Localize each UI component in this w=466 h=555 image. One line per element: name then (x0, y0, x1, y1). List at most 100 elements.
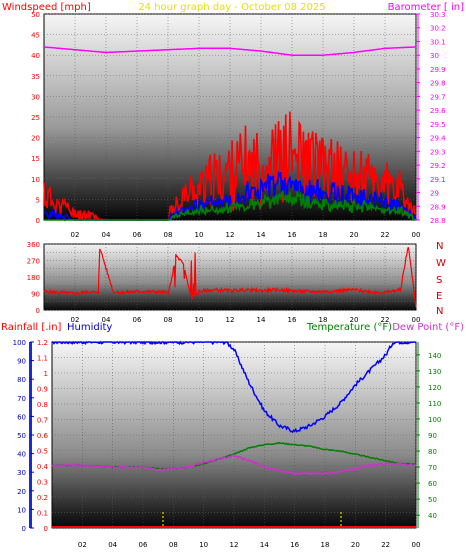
temp-y-tick-label: 70 (428, 464, 437, 472)
temp-x-tick-label: 06 (139, 541, 148, 549)
hum-y-tick-label: 30 (17, 469, 26, 477)
baro-y-tick-label: 29.5 (430, 121, 446, 129)
wind-x-tick-label: 06 (133, 231, 142, 239)
rain-y-tick-label: 0 (44, 525, 48, 533)
dir-letter-n1: N (436, 241, 443, 252)
wind-y-tick-label: 10 (31, 176, 40, 184)
rain-y-tick-label: 0.9 (37, 386, 48, 394)
baro-y-tick-label: 29.8 (430, 80, 446, 88)
rain-y-tick-label: 0.5 (37, 448, 48, 456)
baro-y-tick-label: 29.4 (430, 135, 446, 143)
barometer-label: Barometer [ in] (388, 2, 464, 13)
hum-y-tick-label: 10 (17, 506, 26, 514)
windspeed-label: Windspeed [mph] (2, 2, 91, 13)
series-wind-direction (43, 247, 417, 308)
baro-y-tick-label: 30.1 (430, 38, 446, 46)
rainfall-label: Rainfall [.in] (1, 322, 62, 333)
hum-y-tick-label: 70 (17, 395, 26, 403)
dir-x-tick-label: 02 (71, 316, 80, 324)
wind-y-tick-label: 0 (36, 217, 40, 225)
temp-x-tick-label: 18 (321, 541, 330, 549)
rain-y-tick-label: 0.7 (37, 417, 48, 425)
dir-y-tick-label: 0 (36, 307, 40, 315)
baro-y-tick-label: 29.1 (430, 176, 446, 184)
series-dew-point (51, 454, 417, 476)
temp-x-tick-label: 16 (290, 541, 299, 549)
wind-x-tick-label: 14 (257, 231, 266, 239)
dir-y-tick-label: 90 (31, 291, 40, 299)
wind-x-tick-label: 02 (71, 231, 80, 239)
baro-y-tick-label: 29 (430, 190, 439, 198)
series-barometer (43, 46, 416, 56)
wind-y-tick-label: 15 (31, 155, 40, 163)
dir-letter-n2: N (436, 306, 443, 317)
hum-y-tick-label: 90 (17, 358, 26, 366)
dir-letter-e: E (436, 291, 442, 302)
axis-labels-layer: 0510152025303540455028.828.92929.129.229… (13, 11, 447, 549)
wind-x-tick-label: 04 (102, 231, 111, 239)
wind-x-tick-label: 20 (350, 231, 359, 239)
dir-x-tick-label: 06 (133, 316, 142, 324)
baro-y-tick-label: 29.6 (430, 107, 446, 115)
temp-x-tick-label: 08 (169, 541, 178, 549)
wind-x-tick-label: 18 (319, 231, 328, 239)
wind-y-tick-label: 45 (31, 32, 40, 40)
dir-letter-s: S (436, 275, 442, 286)
series-wind-avg (44, 189, 417, 221)
dir-x-tick-label: 08 (164, 316, 173, 324)
dir-x-tick-label: 14 (257, 316, 266, 324)
dir-y-tick-label: 180 (27, 274, 40, 282)
baro-y-tick-label: 28.8 (430, 217, 446, 225)
wind-y-tick-label: 40 (31, 52, 40, 60)
temp-y-tick-label: 100 (428, 416, 441, 424)
wind-y-tick-label: 5 (36, 196, 40, 204)
baro-y-tick-label: 29.7 (430, 93, 446, 101)
temp-x-tick-label: 12 (230, 541, 239, 549)
dir-x-tick-label: 04 (102, 316, 111, 324)
hum-y-tick-label: 80 (17, 376, 26, 384)
baro-y-tick-label: 30 (430, 52, 439, 60)
dir-x-tick-label: 22 (381, 316, 390, 324)
wind-x-tick-label: 08 (164, 231, 173, 239)
temp-y-tick-label: 50 (428, 496, 437, 504)
baro-y-tick-label: 29.2 (430, 162, 446, 170)
hum-y-tick-label: 0 (22, 525, 26, 533)
temp-y-tick-label: 110 (428, 400, 441, 408)
rain-y-tick-label: 1.2 (37, 339, 48, 347)
temp-y-tick-label: 120 (428, 384, 441, 392)
chart-title: 24 hour graph day - October 08 2025 (138, 2, 325, 13)
dir-x-tick-label: 10 (195, 316, 204, 324)
dir-x-tick-label: 16 (288, 316, 297, 324)
temp-x-tick-label: 00 (412, 541, 421, 549)
hum-y-tick-label: 100 (13, 339, 26, 347)
wind-x-tick-label: 22 (381, 231, 390, 239)
wind-x-tick-label: 16 (288, 231, 297, 239)
baro-y-tick-label: 29.3 (430, 148, 446, 156)
hum-y-tick-label: 60 (17, 413, 26, 421)
temp-y-tick-label: 60 (428, 480, 437, 488)
baro-y-tick-label: 29.9 (430, 66, 446, 74)
hum-y-tick-label: 20 (17, 488, 26, 496)
baro-y-tick-label: 30.3 (430, 11, 446, 19)
dir-x-tick-label: 20 (350, 316, 359, 324)
dir-y-tick-label: 360 (27, 241, 40, 249)
rain-y-tick-label: 0.1 (37, 510, 48, 518)
wind-y-tick-label: 35 (31, 73, 40, 81)
rain-y-tick-label: 1 (44, 370, 48, 378)
dewpoint-label: Dew Point (°F) (392, 322, 464, 333)
dir-x-tick-label: 00 (412, 316, 421, 324)
dir-y-tick-label: 270 (27, 258, 40, 266)
temp-x-tick-label: 22 (381, 541, 390, 549)
wind-y-tick-label: 25 (31, 114, 40, 122)
series-layer (43, 46, 417, 528)
temp-x-tick-label: 14 (260, 541, 269, 549)
baro-y-tick-label: 30.2 (430, 25, 446, 33)
dir-x-tick-label: 12 (226, 316, 235, 324)
wind-y-tick-label: 30 (31, 93, 40, 101)
temp-x-tick-label: 04 (108, 541, 117, 549)
dir-x-tick-label: 18 (319, 316, 328, 324)
wind-x-tick-label: 10 (195, 231, 204, 239)
baro-y-tick-label: 28.9 (430, 203, 446, 211)
